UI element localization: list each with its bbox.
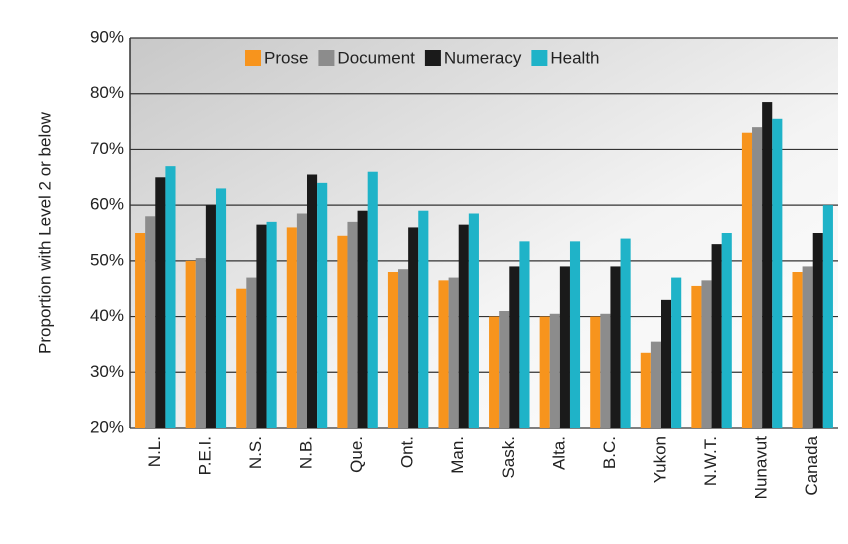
x-tick-label: N.L. xyxy=(145,436,164,467)
x-tick-label: Que. xyxy=(347,436,366,473)
bar xyxy=(691,285,702,428)
y-tick-label: 90% xyxy=(90,27,124,46)
legend-swatch xyxy=(424,50,441,66)
bar xyxy=(195,258,206,428)
y-tick-label: 20% xyxy=(90,417,124,436)
bar xyxy=(448,277,459,428)
y-tick-label: 80% xyxy=(90,83,124,102)
bar xyxy=(671,277,682,428)
bar xyxy=(246,277,257,428)
bar xyxy=(347,221,358,428)
bar xyxy=(610,266,621,428)
bar xyxy=(559,266,570,428)
x-tick-label: Ont. xyxy=(398,436,417,468)
bar xyxy=(792,272,803,428)
legend-swatch xyxy=(318,50,335,66)
bar xyxy=(408,227,419,428)
bar xyxy=(165,166,176,428)
bar xyxy=(256,224,267,428)
bar xyxy=(499,311,510,428)
bar xyxy=(266,221,277,428)
bar xyxy=(307,174,318,428)
bar xyxy=(438,280,449,428)
bar xyxy=(135,233,146,428)
bar xyxy=(145,216,156,428)
y-axis-label: Proportion with Level 2 or below xyxy=(35,111,54,354)
bar xyxy=(286,227,297,428)
bar xyxy=(519,241,530,428)
legend-swatch xyxy=(531,50,548,66)
bar xyxy=(185,260,196,428)
bar xyxy=(772,118,783,429)
bar xyxy=(620,238,631,428)
bar xyxy=(721,233,732,428)
bar xyxy=(367,171,378,428)
bar xyxy=(398,269,409,428)
legend-label: Numeracy xyxy=(444,48,522,67)
y-tick-label: 40% xyxy=(90,306,124,325)
bar xyxy=(640,352,651,428)
bar xyxy=(822,205,833,428)
x-tick-label: Sask. xyxy=(499,436,518,479)
y-tick-label: 30% xyxy=(90,362,124,381)
legend-label: Prose xyxy=(264,48,308,67)
bar xyxy=(155,177,166,428)
x-tick-label: Yukon xyxy=(650,436,669,483)
y-tick-label: 50% xyxy=(90,250,124,269)
bar xyxy=(539,316,550,428)
y-tick-label: 70% xyxy=(90,139,124,158)
x-tick-label: N.B. xyxy=(296,436,315,469)
legend-label: Health xyxy=(550,48,599,67)
bar xyxy=(549,313,560,428)
x-tick-label: N.W.T. xyxy=(701,436,720,486)
bar xyxy=(418,210,429,428)
bar xyxy=(741,132,753,428)
bar xyxy=(489,316,500,428)
x-tick-label: P.E.I. xyxy=(195,436,214,475)
x-tick-label: Man. xyxy=(448,436,467,474)
bar xyxy=(205,205,216,428)
bar xyxy=(590,316,601,428)
bar xyxy=(296,213,307,428)
bar xyxy=(661,299,672,428)
bar xyxy=(317,182,328,428)
x-tick-label: Nunavut xyxy=(752,436,771,500)
x-tick-label: N.S. xyxy=(246,436,265,469)
bar xyxy=(357,210,368,428)
bar xyxy=(600,313,611,428)
bar xyxy=(236,288,247,428)
bar xyxy=(752,127,763,429)
bar xyxy=(711,244,722,428)
bar xyxy=(215,188,227,428)
bar xyxy=(569,241,581,428)
bar xyxy=(762,102,773,429)
legend-label: Document xyxy=(337,48,415,67)
y-tick-label: 60% xyxy=(90,195,124,214)
bar xyxy=(468,213,479,428)
bar xyxy=(509,266,520,428)
bar xyxy=(802,266,813,428)
x-tick-label: Canada xyxy=(802,435,821,495)
x-tick-label: Alta. xyxy=(549,436,568,470)
bar xyxy=(458,224,469,428)
bar xyxy=(812,233,823,428)
bar xyxy=(701,280,712,428)
legend-swatch xyxy=(245,50,261,66)
x-tick-label: B.C. xyxy=(600,436,619,469)
bar xyxy=(337,235,348,428)
bar xyxy=(387,272,399,428)
bar xyxy=(650,341,661,428)
